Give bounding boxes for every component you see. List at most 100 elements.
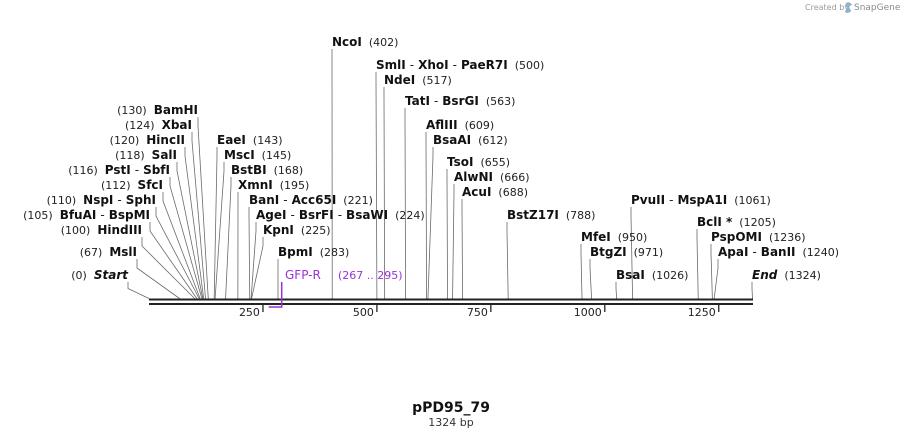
enzyme-label-afliii[interactable]: AflIII (609) — [426, 118, 494, 132]
enzyme-label-tsoi[interactable]: TsoI (655) — [447, 155, 510, 169]
name-separator: - — [669, 193, 673, 207]
enzyme-label-sfci[interactable]: (112) SfcI — [101, 178, 163, 192]
enzyme-label-ndei[interactable]: NdeI (517) — [384, 73, 452, 87]
tick-label-250: 250 — [239, 306, 260, 319]
site-position: (1205) — [739, 216, 776, 229]
site-position: (100) — [61, 224, 91, 237]
enzyme-name: SphI — [126, 193, 156, 207]
enzyme-name: End — [752, 268, 778, 282]
name-separator: - — [752, 245, 756, 259]
site-position: (130) — [117, 104, 147, 117]
enzyme-label-bsaai[interactable]: BsaAI (612) — [433, 133, 508, 147]
site-line-bsaai — [427, 147, 434, 299]
enzyme-label-msli[interactable]: (67) MslI — [80, 245, 137, 259]
enzyme-label-agei-bsrfi-bsawi[interactable]: AgeI - BsrFI - BsaWI (224) — [256, 208, 425, 222]
enzyme-name: PspOMI — [711, 230, 762, 244]
enzyme-label-eaei[interactable]: EaeI (143) — [217, 133, 283, 147]
enzyme-label-hindiii[interactable]: (100) HindIII — [61, 223, 142, 237]
site-line-smli-xhoi-paer7i — [375, 72, 378, 299]
site-line-bsai — [615, 282, 618, 299]
enzyme-name: BamHI — [154, 103, 198, 117]
enzyme-label-bpmi[interactable]: BpmI (283) — [278, 245, 349, 259]
enzyme-name: BsaWI — [346, 208, 388, 222]
enzyme-label-pvuii-mspa1i[interactable]: PvuII - MspA1I (1061) — [631, 193, 771, 207]
enzyme-label-xmni[interactable]: XmnI (195) — [238, 178, 309, 192]
enzyme-name: BsrFI — [299, 208, 334, 222]
site-line-pspomi — [710, 244, 713, 299]
enzyme-label-msci[interactable]: MscI (145) — [224, 148, 291, 162]
site-line-psti-sbfi — [169, 177, 203, 299]
axis-ticks: 250 500 750 1000 1250 — [239, 305, 720, 319]
enzyme-label-smli-xhoi-paer7i[interactable]: SmlI - XhoI - PaeR7I (500) — [376, 58, 544, 72]
enzyme-label-alwni[interactable]: AlwNI (666) — [454, 170, 530, 184]
site-line-bcli — [696, 229, 699, 299]
tick-label-750: 750 — [467, 306, 488, 319]
enzyme-name: TatI — [405, 94, 430, 108]
enzyme-label-bsai[interactable]: BsaI (1026) — [616, 268, 688, 282]
enzyme-label-start[interactable]: (0) Start — [71, 268, 129, 282]
enzyme-name: BclI * — [697, 215, 733, 229]
enzyme-label-hincii[interactable]: (120) HincII — [110, 133, 185, 147]
enzyme-name: SfcI — [138, 178, 163, 192]
tick-label-500: 500 — [353, 306, 374, 319]
name-separator: - — [283, 193, 287, 207]
enzyme-name: BsaAI — [433, 133, 471, 147]
site-position: (666) — [500, 171, 530, 184]
enzyme-label-bcli[interactable]: BclI * (1205) — [697, 215, 776, 229]
site-line-apai-banii — [713, 259, 719, 299]
site-position: (1240) — [803, 246, 840, 259]
enzyme-name: PstI — [105, 163, 131, 177]
site-line-bstz17i — [506, 222, 509, 299]
enzyme-label-nspi-sphi[interactable]: (110) NspI - SphI — [47, 193, 156, 207]
enzyme-name: AflIII — [426, 118, 458, 132]
enzyme-label-bamhi[interactable]: (130) BamHI — [117, 103, 198, 117]
enzyme-name: AcuI — [462, 185, 491, 199]
feature-gfp-r-range: (267 .. 295) — [338, 269, 403, 282]
site-position: (145) — [262, 149, 292, 162]
enzyme-label-bfuai-bspmi[interactable]: (105) BfuAI - BspMI — [23, 208, 150, 222]
enzyme-name: AlwNI — [454, 170, 493, 184]
name-separator: - — [410, 58, 414, 72]
enzyme-name: SmlI — [376, 58, 406, 72]
enzyme-label-tati-bsrgi[interactable]: TatI - BsrGI (563) — [405, 94, 515, 108]
site-position: (563) — [486, 95, 516, 108]
enzyme-label-apai-banii[interactable]: ApaI - BanII (1240) — [718, 245, 839, 259]
site-line-mfei — [580, 244, 583, 299]
enzyme-label-mfei[interactable]: MfeI (950) — [581, 230, 647, 244]
enzyme-name: BtgZI — [590, 245, 627, 259]
enzyme-label-btgzi[interactable]: BtgZI (971) — [590, 245, 663, 259]
enzyme-label-xbai[interactable]: (124) XbaI — [125, 118, 192, 132]
name-separator: - — [338, 208, 342, 222]
site-position: (195) — [280, 179, 310, 192]
enzyme-name: XmnI — [238, 178, 273, 192]
enzyme-name: AgeI — [256, 208, 286, 222]
enzyme-label-kpni[interactable]: KpnI (225) — [263, 223, 331, 237]
enzyme-label-bani-acc65i[interactable]: BanI - Acc65I (221) — [249, 193, 373, 207]
gfp-r-primer-arrow[interactable] — [268, 282, 283, 308]
enzyme-name: PvuII — [631, 193, 665, 207]
site-line-kpni — [251, 237, 264, 299]
enzyme-label-bstbi[interactable]: BstBI (168) — [231, 163, 303, 177]
enzyme-label-psti-sbfi[interactable]: (116) PstI - SbfI — [68, 163, 170, 177]
site-position: (517) — [422, 74, 452, 87]
site-line-bstbi — [225, 177, 232, 299]
enzyme-name: BsaI — [616, 268, 645, 282]
site-line-hincii — [184, 147, 205, 299]
site-line-ndei — [383, 87, 386, 299]
cut-site-lines — [127, 49, 753, 299]
enzyme-label-bstz17i[interactable]: BstZ17I (788) — [507, 208, 595, 222]
enzyme-label-end[interactable]: End (1324) — [752, 268, 821, 282]
enzyme-label-ncoi[interactable]: NcoI (402) — [332, 35, 398, 49]
enzyme-label-sali[interactable]: (118) SalI — [115, 148, 177, 162]
site-line-msci — [214, 162, 225, 299]
name-separator: - — [135, 163, 139, 177]
enzyme-label-acui[interactable]: AcuI (688) — [462, 185, 528, 199]
site-position: (67) — [80, 246, 103, 259]
enzyme-name: KpnI — [263, 223, 294, 237]
enzyme-name: MslI — [109, 245, 137, 259]
site-position: (688) — [498, 186, 528, 199]
site-position: (971) — [634, 246, 664, 259]
feature-gfp-r-label[interactable]: GFP-R — [285, 268, 321, 282]
enzyme-label-pspomi[interactable]: PspOMI (1236) — [711, 230, 806, 244]
site-position: (143) — [253, 134, 283, 147]
